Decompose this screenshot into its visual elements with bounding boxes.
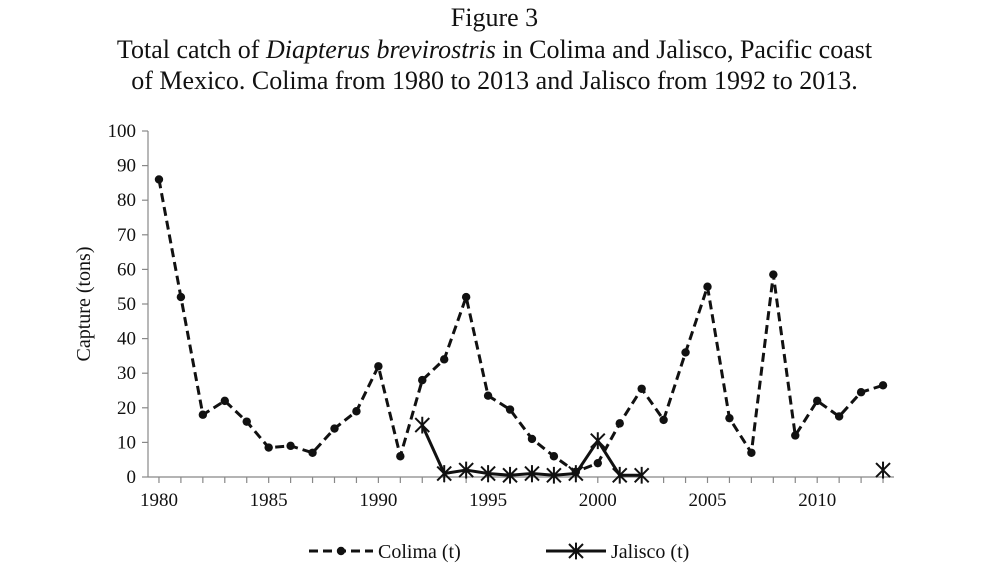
legend-colima-marker	[336, 546, 346, 556]
colima-point	[264, 443, 273, 452]
jalisco-point	[502, 466, 518, 484]
jalisco-marker-stroke	[436, 465, 452, 482]
jalisco-point	[458, 461, 474, 479]
y-tick-label: 0	[127, 467, 137, 488]
colima-point	[593, 458, 602, 468]
figure-label: Figure 3	[450, 3, 539, 32]
jalisco-marker-stroke	[458, 461, 474, 479]
jalisco-marker-stroke	[590, 432, 606, 450]
y-tick-label: 40	[117, 329, 136, 350]
y-axis-title: Capture (tons)	[73, 247, 95, 362]
colima-point	[352, 407, 361, 416]
y-tick-label: 80	[117, 190, 136, 211]
jalisco-point	[590, 432, 606, 450]
y-tick-label: 30	[117, 363, 136, 384]
colima-point	[198, 410, 208, 419]
colima-point	[505, 405, 515, 414]
colima-point	[659, 415, 668, 425]
colima-point	[681, 348, 690, 357]
jalisco-marker-stroke	[524, 465, 540, 482]
colima-line	[157, 179, 884, 474]
y-tick-label: 20	[117, 398, 136, 419]
jalisco-point	[568, 465, 584, 482]
jalisco-point	[875, 461, 891, 479]
colima-point	[461, 292, 471, 302]
colima-point	[242, 417, 251, 426]
colima-point	[791, 431, 800, 440]
x-tick-label: 1995	[469, 490, 507, 511]
colima-point	[549, 452, 559, 461]
colima-point	[154, 175, 164, 184]
jalisco-point	[480, 465, 496, 482]
colima-point	[220, 396, 229, 406]
x-tick-label: 1990	[359, 490, 397, 511]
colima-point	[374, 362, 383, 371]
y-tick-label: 70	[117, 225, 136, 246]
colima-point	[396, 452, 405, 461]
colima-point	[308, 448, 317, 457]
colima-point	[330, 424, 339, 433]
colima-point	[747, 448, 756, 457]
colima-point	[527, 434, 537, 444]
caption-text: Total catch of	[116, 35, 266, 64]
caption-species-name: Diapterus brevirostris	[265, 35, 496, 64]
jalisco-point	[612, 466, 628, 484]
colima-point	[418, 375, 427, 385]
x-tick-label: 2000	[579, 490, 617, 511]
colima-point	[637, 384, 646, 393]
jalisco-point	[436, 465, 452, 482]
colima-point	[703, 282, 712, 291]
colima-point	[878, 381, 888, 390]
legend: Colima (t) Jalisco (t)	[309, 541, 689, 563]
caption-text: in Colima and Jalisco, Pacific coast	[495, 35, 873, 64]
colima-point	[615, 419, 624, 428]
jalisco-marker-stroke	[546, 466, 562, 484]
jalisco-marker-stroke	[414, 416, 430, 434]
jalisco-marker-stroke	[875, 461, 891, 479]
colima-point	[483, 391, 493, 400]
legend-colima-label: Colima (t)	[378, 541, 461, 563]
figure-title-block: Figure 3 Total catch of Diapterus brevir…	[0, 2, 989, 96]
jalisco-point	[633, 466, 650, 484]
jalisco-point	[546, 466, 562, 484]
jalisco-marker-stroke	[480, 465, 496, 482]
x-tick-label: 1985	[250, 490, 288, 511]
jalisco-point	[414, 416, 430, 434]
colima-point	[176, 292, 186, 302]
y-tick-label: 90	[117, 156, 136, 177]
y-tick-label: 100	[108, 121, 137, 142]
jalisco-marker-stroke	[568, 542, 584, 560]
colima-point	[725, 413, 734, 423]
y-tick-label: 10	[117, 432, 136, 453]
jalisco-point	[524, 465, 540, 482]
axes: 0 10 20 30 40 50 60 70 80 90 100 1980 1985 1990 1995 20…	[73, 121, 894, 511]
figure-caption-line-1: Total catch of Diapterus brevirostris in…	[0, 34, 989, 65]
jalisco-marker-stroke	[502, 466, 518, 484]
x-tick-label: 2010	[798, 490, 836, 511]
x-tick-label: 2005	[689, 490, 727, 511]
y-tick-label: 60	[117, 259, 136, 280]
series-colima	[154, 175, 888, 477]
colima-point	[286, 441, 295, 451]
jalisco-marker-stroke	[633, 466, 650, 484]
jalisco-marker-stroke	[568, 465, 584, 482]
jalisco-marker-stroke	[612, 466, 628, 484]
colima-point	[769, 270, 778, 279]
series-jalisco	[414, 416, 891, 484]
caption-text: of Mexico. Colima from 1980 to 2013 and …	[131, 66, 858, 95]
figure-caption-line-2: of Mexico. Colima from 1980 to 2013 and …	[0, 65, 989, 96]
colima-point	[440, 355, 449, 364]
legend-jalisco-marker	[568, 542, 584, 560]
legend-jalisco-label: Jalisco (t)	[611, 541, 689, 563]
colima-point	[856, 388, 866, 397]
colima-point	[813, 396, 822, 406]
x-tick-label: 1980	[140, 490, 178, 511]
y-tick-label: 50	[117, 294, 136, 315]
colima-point	[834, 412, 844, 421]
